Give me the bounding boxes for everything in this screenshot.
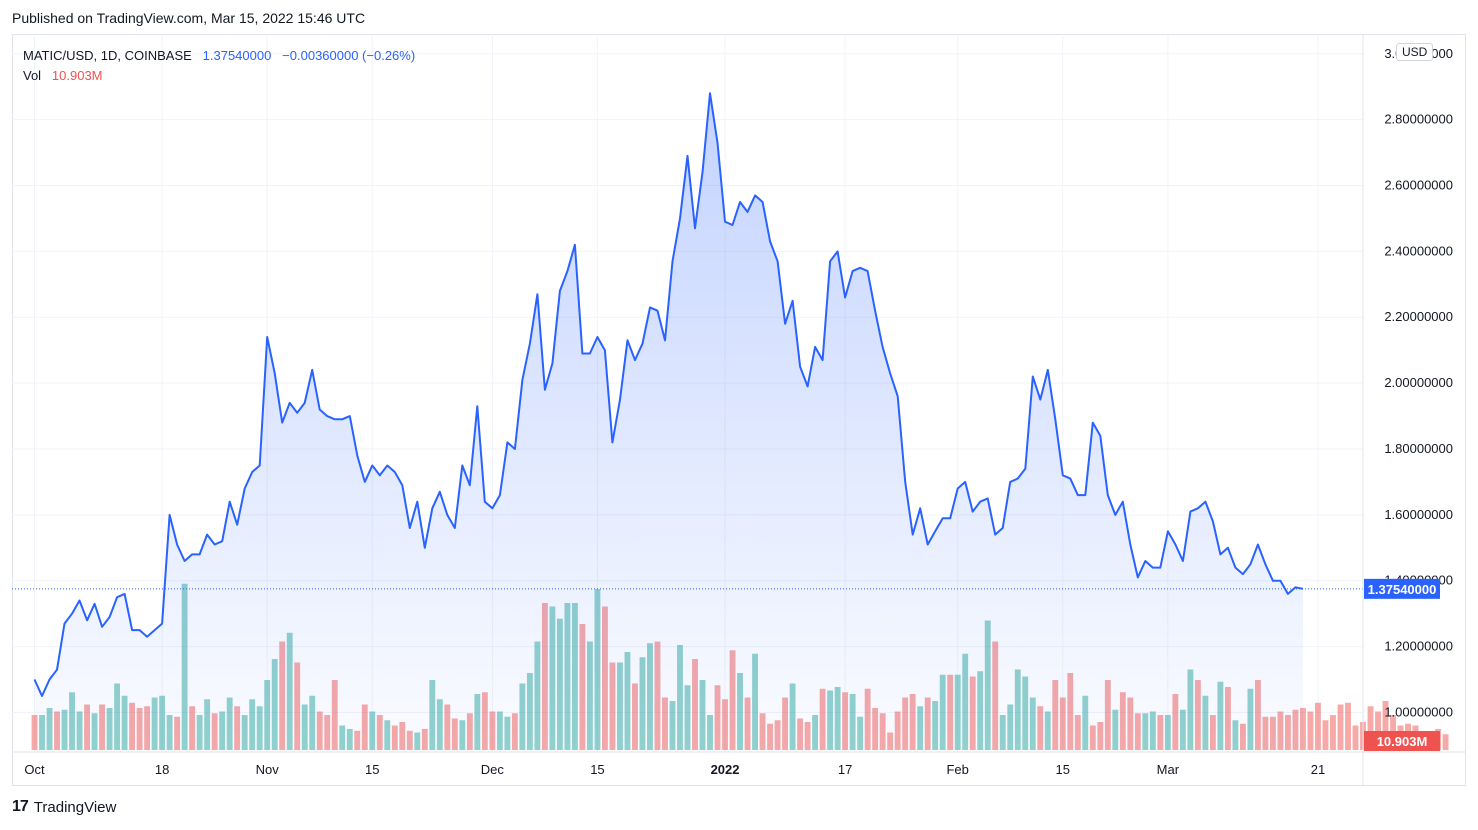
volume-bar <box>1382 701 1389 750</box>
volume-bar <box>1375 711 1381 750</box>
price-axis[interactable]: 1.000000001.200000001.400000001.60000000… <box>1384 46 1453 720</box>
time-tick-label: 15 <box>590 762 604 777</box>
volume-bar <box>1315 702 1321 750</box>
price-tick-label: 2.00000000 <box>1384 375 1453 390</box>
currency-button[interactable]: USD <box>1396 43 1434 61</box>
price-tick-label: 2.20000000 <box>1384 309 1453 324</box>
price-tick-label: 1.00000000 <box>1384 704 1453 719</box>
price-tick-label: 1.20000000 <box>1384 639 1453 654</box>
volume-value: 10.903M <box>51 68 103 83</box>
time-tick-label: 15 <box>365 762 379 777</box>
last-price-badge-text: 1.37540000 <box>1368 582 1437 597</box>
tradingview-logo-icon: 17 <box>12 798 29 815</box>
price-chart[interactable]: 1.000000001.200000001.400000001.60000000… <box>12 34 1466 786</box>
volume-bar <box>1367 706 1374 750</box>
time-tick-label: Oct <box>24 762 45 777</box>
price-tick-label: 2.80000000 <box>1384 112 1453 127</box>
volume-bar <box>1352 725 1359 750</box>
price-tick-label: 2.40000000 <box>1384 243 1453 258</box>
volume-bar <box>1345 702 1351 750</box>
tradingview-brand[interactable]: 17 TradingView <box>12 798 116 816</box>
chart-legend: MATIC/USD, 1D, COINBASE 1.37540000 −0.00… <box>23 46 415 86</box>
last-volume-badge-text: 10.903M <box>1377 734 1428 749</box>
time-tick-label: Mar <box>1157 762 1180 777</box>
time-tick-label: 17 <box>838 762 852 777</box>
time-axis[interactable]: Oct 18 Nov 15 Dec 15 2022 17 Feb 15 Mar 21 <box>24 762 1325 777</box>
grid-lines <box>12 34 1363 752</box>
last-price-value: 1.37540000 <box>202 48 272 63</box>
volume-bar <box>1442 734 1449 750</box>
symbol-label: MATIC/USD, 1D, COINBASE <box>23 48 192 63</box>
published-caption: Published on TradingView.com, Mar 15, 20… <box>12 10 366 26</box>
price-change-value: −0.00360000 (−0.26%) <box>282 48 416 63</box>
price-line <box>33 92 1304 697</box>
volume-label: Vol <box>23 68 42 83</box>
chart-frame <box>12 34 1466 786</box>
time-tick-label: 18 <box>155 762 169 777</box>
price-tick-label: 1.60000000 <box>1384 507 1453 522</box>
time-tick-label: 21 <box>1311 762 1325 777</box>
volume-bar <box>1330 715 1336 750</box>
volume-bar <box>1337 704 1344 750</box>
time-tick-label: 15 <box>1056 762 1070 777</box>
last-volume-badge <box>1364 731 1440 751</box>
price-tick-label: 2.60000000 <box>1384 178 1453 193</box>
volume-bar <box>1307 711 1314 750</box>
last-price-badge <box>1364 578 1440 599</box>
axis-badges: 1.37540000 10.903M <box>1364 578 1440 751</box>
volume-bar <box>1322 720 1329 750</box>
time-tick-label: Dec <box>481 762 505 777</box>
brand-name: TradingView <box>33 798 117 816</box>
price-area-fill <box>34 93 1303 753</box>
time-tick-label: Nov <box>256 762 280 777</box>
price-tick-label: 1.80000000 <box>1384 441 1453 456</box>
time-tick-label: Feb <box>946 762 968 777</box>
time-tick-label: 2022 <box>711 762 740 777</box>
